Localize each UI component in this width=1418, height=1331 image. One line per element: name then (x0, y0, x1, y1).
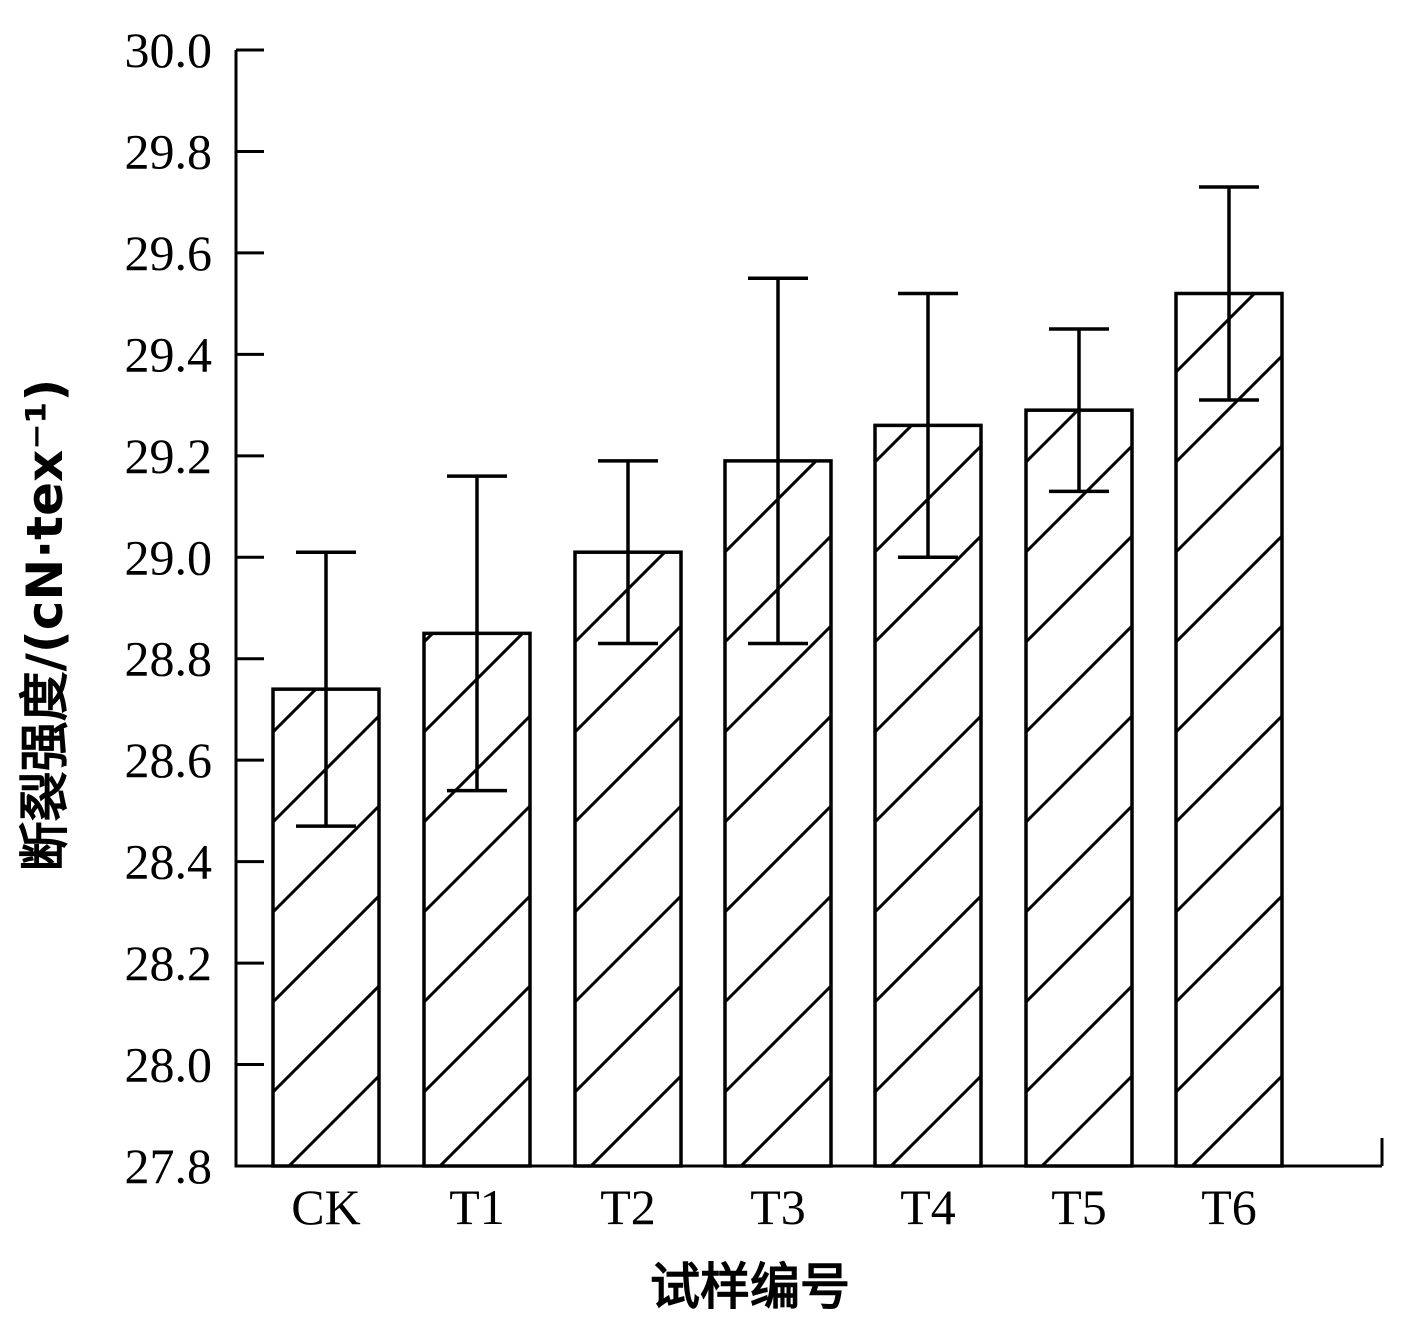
error-bar-t3 (748, 276, 808, 646)
hatch-line (1176, 0, 1282, 102)
hatch-line (424, 356, 530, 462)
y-axis-title: 断裂强度/(cN·tex⁻¹) (16, 379, 74, 872)
hatch-line (875, 1256, 981, 1331)
y-tick-label: 29.8 (125, 123, 213, 179)
hatch-line (575, 894, 681, 1004)
x-category-label: T1 (449, 1179, 505, 1235)
hatch-line (875, 534, 981, 644)
hatch-line (1026, 894, 1132, 1004)
hatch-line (1176, 714, 1282, 824)
hatch-line (725, 894, 831, 1004)
bar-group-t6 (1174, 0, 1284, 1331)
y-tick-labels: 27.8 28.0 28.2 28.4 28.6 28.8 29.0 29.2 29.4 29.6… (125, 22, 213, 1194)
hatch-line (725, 984, 831, 1094)
hatch-line (875, 714, 981, 824)
error-bar-ck (296, 550, 356, 828)
hatch-line (1176, 444, 1282, 554)
hatch-line (424, 804, 530, 914)
bar-group-t2 (573, 266, 683, 1168)
hatch-line (1026, 410, 1080, 464)
hatch-line (273, 1256, 379, 1331)
hatch-line (1026, 804, 1132, 914)
hatch-line (1176, 894, 1282, 1004)
hatch-line (1176, 1256, 1282, 1331)
hatch-line (575, 714, 681, 824)
hatch-line (1026, 176, 1132, 282)
y-tick-label: 29.4 (125, 326, 213, 382)
error-bar-t1 (447, 474, 507, 793)
hatch-line (1176, 624, 1282, 734)
y-tick-label: 30.0 (125, 22, 213, 78)
hatch-line (1026, 1256, 1132, 1331)
hatch-line (575, 356, 681, 462)
error-bar-t4 (898, 291, 958, 560)
bar-fill (1026, 410, 1132, 1166)
hatch-line (725, 624, 831, 734)
hatch-line (1026, 984, 1132, 1094)
y-tick-label: 29.2 (125, 428, 213, 484)
hatch-line (1176, 984, 1282, 1094)
hatch-line (1176, 354, 1282, 464)
hatch-line (273, 446, 379, 552)
hatch-line (875, 894, 981, 1004)
y-tick-label: 29.6 (125, 225, 213, 281)
hatch-line (1026, 624, 1132, 734)
hatch-line (575, 804, 681, 914)
y-tick-label: 28.6 (125, 732, 213, 788)
bars (271, 0, 1284, 1331)
hatch-line (424, 984, 530, 1094)
hatch-line (1026, 444, 1132, 554)
x-category-label: T3 (750, 1179, 806, 1235)
error-bar-t6 (1199, 185, 1259, 402)
hatch-line (273, 804, 379, 914)
hatch-line (424, 1256, 530, 1331)
hatch-line (725, 176, 831, 282)
y-tick-label: 28.4 (125, 834, 213, 890)
hatch-line (575, 624, 681, 734)
error-bar-t5 (1049, 327, 1109, 494)
y-tick-label: 29.0 (125, 529, 213, 585)
x-category-label: CK (291, 1179, 360, 1235)
hatch-line (273, 689, 318, 734)
hatch-line (1026, 714, 1132, 824)
hatch-line (875, 176, 981, 282)
hatch-line (875, 984, 981, 1094)
hatch-line (875, 804, 981, 914)
x-category-label: T6 (1201, 1179, 1257, 1235)
hatch-line (1176, 534, 1282, 644)
hatch-line (273, 894, 379, 1004)
hatch-line (575, 266, 681, 372)
x-category-label: T2 (600, 1179, 656, 1235)
hatch-line (424, 894, 530, 1004)
error-bars (296, 185, 1259, 828)
hatch-line (725, 714, 831, 824)
x-category-label: T5 (1051, 1179, 1107, 1235)
error-bar-t2 (598, 459, 658, 646)
hatch-line (575, 984, 681, 1094)
y-tick-label: 28.8 (125, 631, 213, 687)
hatch-line (1026, 534, 1132, 644)
y-tick-label: 28.2 (125, 935, 213, 991)
hatch-line (273, 984, 379, 1094)
y-tick-label: 27.8 (125, 1138, 213, 1194)
x-category-label: T4 (900, 1179, 956, 1235)
x-axis-title: 试样编号 (650, 1258, 850, 1316)
bar-group-t5 (1024, 176, 1134, 1331)
x-category-labels: CK T1 T2 T3 T4 T5 T6 (291, 1179, 1257, 1235)
y-tick-label: 28.0 (125, 1037, 213, 1093)
hatch-line (1176, 86, 1282, 192)
hatch-line (875, 624, 981, 734)
hatch-line (725, 804, 831, 914)
hatch-line (875, 425, 914, 464)
bar-fill (1176, 293, 1282, 1166)
hatch-line (1176, 804, 1282, 914)
axes (234, 48, 1384, 1168)
